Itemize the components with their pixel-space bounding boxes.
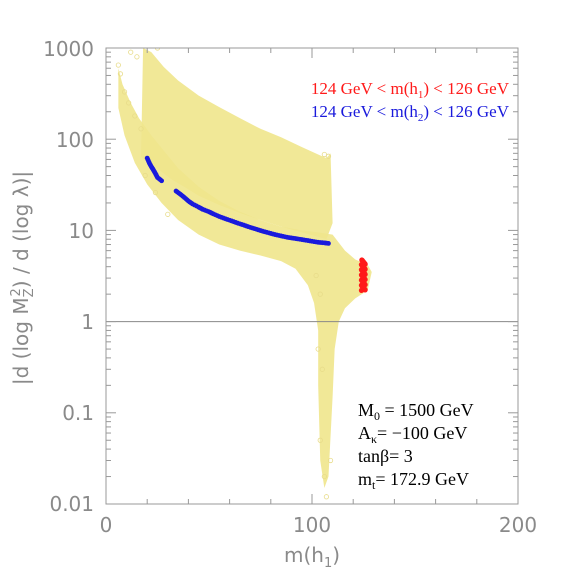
y-tick-label: 10: [69, 219, 94, 243]
h2-data-point: [270, 231, 276, 237]
series-h1-points: [358, 257, 368, 293]
x-tick-label: 0: [100, 513, 113, 537]
h1-data-point: [360, 263, 366, 269]
scan-point: [154, 48, 161, 51]
scan-point: [313, 272, 319, 279]
parameter-annotation: M0 = 1500 GeV Aκ= −100 GeV tanβ= 3 mt= 1…: [358, 400, 474, 492]
x-tick-label: 200: [499, 513, 537, 537]
y-tick-label: 1000: [43, 37, 94, 61]
legend-entry-h1: 124 GeV < m(h1) < 126 GeV: [311, 79, 510, 101]
scan-point: [152, 189, 159, 196]
scan-band-lower: [118, 68, 372, 488]
h2-data-point: [307, 238, 313, 244]
h2-data-point: [233, 220, 239, 225]
y-tick-label: 100: [56, 128, 94, 152]
scan-point: [117, 71, 124, 77]
h2-data-point: [214, 213, 220, 219]
h2-data-point: [245, 224, 251, 230]
scan-point: [134, 54, 140, 60]
scan-point: [315, 346, 321, 352]
h1-data-point: [362, 276, 368, 283]
scan-point: [142, 172, 148, 179]
scan-point: [132, 113, 138, 119]
series-h2-points: [144, 155, 331, 246]
axis-ticks: [105, 47, 519, 505]
param-akappa: Aκ= −100 GeV: [358, 423, 467, 446]
param-tanbeta: tanβ= 3: [358, 446, 413, 466]
h2-data-point: [221, 215, 226, 221]
scan-point: [317, 437, 323, 443]
scan-point: [115, 62, 121, 68]
scan-point: [323, 494, 330, 500]
h2-data-point: [313, 239, 319, 245]
y-tick-label: 0.01: [49, 492, 94, 516]
background-scan-region: [115, 48, 372, 500]
scan-scatter-points: [115, 48, 334, 500]
scan-point: [317, 291, 323, 297]
y-tick-label: 0.1: [62, 401, 94, 425]
h2-data-point: [251, 226, 257, 232]
h2-data-point: [157, 177, 163, 183]
scan-point: [126, 100, 132, 106]
y-axis-title: |d (log MZ2) / d (log λ)|: [9, 171, 37, 385]
scan-point: [321, 151, 327, 158]
scan-point: [121, 89, 128, 95]
x-tick-labels: 0 100 200: [100, 513, 537, 537]
h1-data-point: [361, 270, 367, 276]
scan-point: [321, 473, 327, 480]
scan-point: [138, 126, 144, 132]
h2-data-point: [282, 234, 288, 240]
scan-point: [165, 211, 171, 217]
h2-data-point: [264, 229, 270, 235]
h2-data-point: [324, 240, 330, 246]
h1-data-point: [360, 259, 367, 265]
x-tick-label: 100: [293, 513, 331, 537]
scan-band-upper: [141, 48, 333, 240]
h2-data-point: [276, 233, 282, 238]
param-m0: M0 = 1500 GeV: [358, 400, 474, 423]
h2-data-point: [295, 236, 300, 242]
scan-point: [325, 153, 332, 159]
h2-data-point: [289, 235, 294, 241]
x-axis-title: m(h1): [284, 543, 340, 571]
h1-data-point: [359, 283, 365, 289]
h2-data-point: [301, 237, 307, 243]
h2-data-point: [227, 217, 233, 223]
scan-point: [319, 366, 325, 372]
y-tick-labels: 1000 100 10 1 0.1 0.01: [43, 37, 94, 516]
h2-data-point: [239, 222, 245, 227]
y-tick-label: 1: [81, 310, 94, 334]
h2-data-point: [258, 228, 263, 233]
scan-point: [327, 457, 334, 464]
scan-point: [128, 49, 134, 55]
legend-entry-h2: 124 GeV < m(h2) < 126 GeV: [311, 102, 510, 124]
param-mtop: mt= 172.9 GeV: [358, 469, 469, 492]
